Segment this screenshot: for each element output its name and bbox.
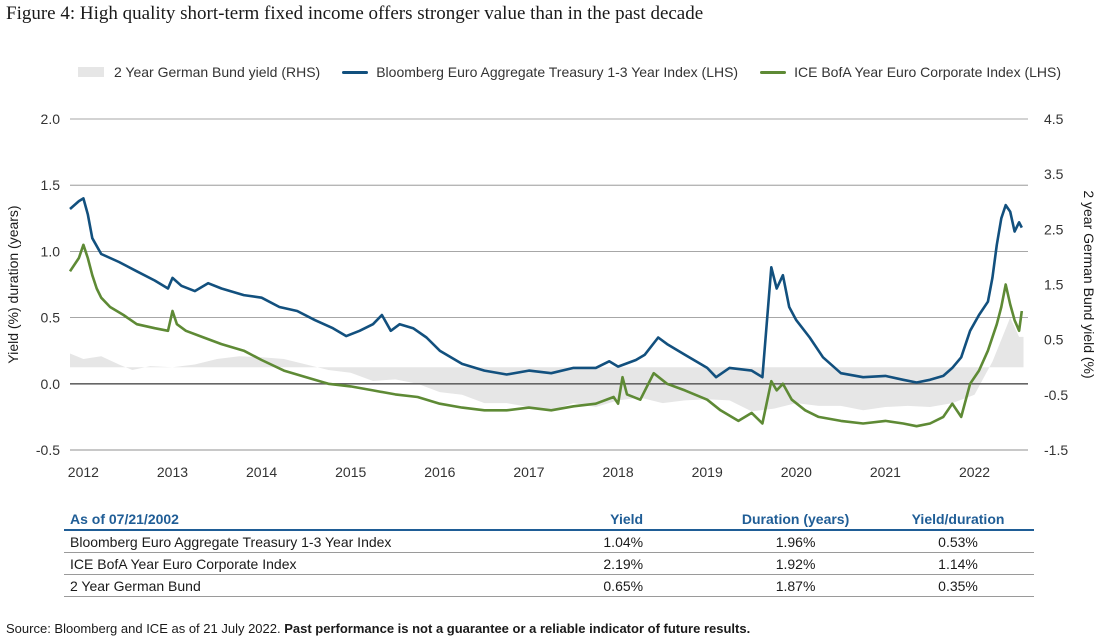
x-tick-label: 2012 — [68, 464, 99, 480]
right-tick-label: 0.5 — [1044, 332, 1064, 348]
table-cell-duration: 1.87% — [709, 574, 883, 597]
x-tick-label: 2022 — [959, 464, 990, 480]
table-header-yield: Yield — [547, 508, 710, 531]
x-tick-label: 2013 — [157, 464, 188, 480]
table-cell-duration: 1.96% — [709, 530, 883, 553]
right-tick-label: 1.5 — [1044, 277, 1064, 293]
axis-ticks: 2.0 1.5 1.0 0.5 0.0 -0.5 4.5 3.5 2.5 1.5 0.5 -0.5 -1… — [36, 111, 1068, 480]
table-row: Bloomberg Euro Aggregate Treasury 1-3 Ye… — [64, 530, 1034, 553]
x-tick-label: 2015 — [335, 464, 366, 480]
right-tick-label: 3.5 — [1044, 166, 1064, 182]
table-cell-yield-duration: 1.14% — [882, 552, 1034, 575]
table-header-yield-duration: Yield/duration — [882, 508, 1034, 531]
left-axis-title: Yield (%) duration (years) — [5, 205, 21, 363]
disclaimer-text: Past performance is not a guarantee or a… — [284, 621, 751, 636]
left-tick-label: 1.5 — [41, 177, 61, 193]
legend-item-corporate: ICE BofA Year Euro Corporate Index (LHS) — [760, 64, 1061, 80]
legend-label-bund: 2 Year German Bund yield (RHS) — [114, 64, 321, 80]
table-cell-yield-duration: 0.35% — [882, 574, 1034, 597]
x-tick-label: 2021 — [870, 464, 901, 480]
table-cell-name: 2 Year German Bund — [64, 574, 548, 597]
x-tick-label: 2017 — [513, 464, 544, 480]
table-cell-name: ICE BofA Year Euro Corporate Index — [64, 552, 548, 575]
table-row: 2 Year German Bund 0.65% 1.87% 0.35% — [64, 574, 1034, 597]
source-text: Source: Bloomberg and ICE as of 21 July … — [6, 621, 281, 636]
right-tick-label: 4.5 — [1044, 111, 1064, 127]
x-tick-label: 2016 — [424, 464, 455, 480]
right-tick-label: 2.5 — [1044, 221, 1064, 237]
series-lines — [68, 197, 1024, 428]
x-tick-label: 2014 — [246, 464, 277, 480]
table-header-label: As of 07/21/2002 — [64, 508, 548, 531]
table-header-duration: Duration (years) — [709, 508, 883, 531]
bund-area-layer — [70, 317, 1024, 412]
corporate-index-line — [68, 243, 1024, 428]
right-axis-title: 2 year German Bund yield (%) — [1081, 190, 1097, 378]
table-cell-yield-duration: 0.53% — [882, 530, 1034, 553]
legend-swatch-corporate — [760, 70, 787, 74]
chart-legend: 2 Year German Bund yield (RHS) Bloomberg… — [78, 64, 1083, 80]
legend-swatch-bund — [78, 67, 104, 77]
left-tick-label: 0.0 — [41, 376, 61, 392]
left-tick-label: 2.0 — [41, 111, 61, 127]
left-tick-label: 1.0 — [41, 243, 61, 259]
x-tick-label: 2020 — [781, 464, 812, 480]
legend-label-corporate: ICE BofA Year Euro Corporate Index (LHS) — [794, 64, 1062, 80]
legend-label-treasury: Bloomberg Euro Aggregate Treasury 1-3 Ye… — [376, 64, 739, 80]
x-tick-label: 2018 — [602, 464, 633, 480]
right-tick-label: -0.5 — [1044, 387, 1068, 403]
left-tick-label: 0.5 — [41, 310, 61, 326]
table-cell-yield: 1.04% — [547, 530, 710, 553]
table-cell-name: Bloomberg Euro Aggregate Treasury 1-3 Ye… — [64, 530, 548, 553]
table-cell-yield: 2.19% — [547, 552, 710, 575]
source-note: Source: Bloomberg and ICE as of 21 July … — [6, 621, 750, 636]
table-cell-duration: 1.92% — [709, 552, 883, 575]
line-chart: 2.0 1.5 1.0 0.5 0.0 -0.5 4.5 3.5 2.5 1.5 0.5 -0.5 -1… — [5, 111, 1097, 480]
legend-item-bund: 2 Year German Bund yield (RHS) — [78, 64, 320, 80]
table-cell-yield: 0.65% — [547, 574, 710, 597]
treasury-index-line — [69, 197, 1023, 384]
bund-yield-area — [70, 317, 1024, 412]
summary-table: As of 07/21/2002 Yield Duration (years) … — [64, 508, 1034, 597]
table-header-row: As of 07/21/2002 Yield Duration (years) … — [64, 508, 1034, 531]
left-tick-label: -0.5 — [36, 442, 60, 458]
legend-swatch-treasury — [342, 70, 369, 74]
table-row: ICE BofA Year Euro Corporate Index 2.19%… — [64, 552, 1034, 575]
gridlines — [70, 118, 1028, 451]
legend-item-treasury: Bloomberg Euro Aggregate Treasury 1-3 Ye… — [342, 64, 738, 80]
figure-title: Figure 4: High quality short-term fixed … — [6, 3, 704, 24]
right-tick-label: -1.5 — [1044, 442, 1068, 458]
x-tick-label: 2019 — [692, 464, 723, 480]
